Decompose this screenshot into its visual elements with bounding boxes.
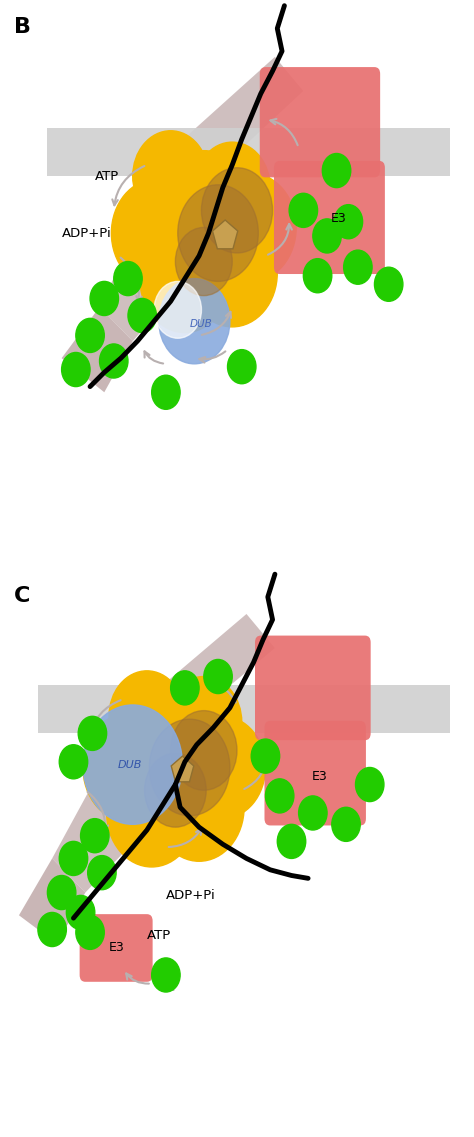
Polygon shape [100, 57, 303, 341]
Text: B: B [14, 17, 31, 38]
Circle shape [175, 227, 232, 296]
Circle shape [303, 258, 332, 292]
Circle shape [100, 343, 128, 377]
Circle shape [159, 279, 230, 364]
Polygon shape [62, 307, 133, 392]
Circle shape [152, 375, 180, 409]
Circle shape [180, 716, 265, 819]
Circle shape [109, 671, 185, 762]
Circle shape [90, 281, 118, 315]
Bar [38, 684, 450, 733]
Circle shape [204, 659, 232, 694]
Circle shape [78, 716, 107, 750]
Circle shape [149, 719, 230, 816]
Circle shape [265, 779, 294, 813]
Circle shape [277, 824, 306, 858]
FancyBboxPatch shape [264, 721, 366, 825]
Circle shape [171, 671, 199, 705]
Text: DUB: DUB [118, 760, 143, 770]
Circle shape [228, 350, 256, 383]
Polygon shape [52, 614, 275, 893]
Circle shape [47, 875, 76, 910]
Circle shape [83, 714, 173, 821]
Circle shape [114, 262, 142, 296]
Circle shape [334, 205, 363, 239]
Circle shape [289, 193, 318, 227]
Circle shape [251, 739, 280, 773]
Bar [47, 127, 450, 176]
Circle shape [194, 142, 270, 233]
Polygon shape [19, 858, 85, 944]
Text: E3: E3 [108, 941, 124, 954]
Circle shape [356, 767, 384, 802]
FancyBboxPatch shape [255, 636, 371, 740]
Circle shape [201, 167, 273, 254]
Text: ADP+Pi: ADP+Pi [62, 226, 111, 240]
Circle shape [152, 957, 180, 991]
Circle shape [171, 711, 237, 790]
Circle shape [88, 855, 116, 889]
Circle shape [166, 677, 242, 767]
Circle shape [111, 179, 201, 288]
Circle shape [178, 184, 258, 281]
Text: E3: E3 [331, 213, 347, 225]
FancyBboxPatch shape [80, 914, 153, 981]
Circle shape [154, 753, 244, 862]
Circle shape [154, 281, 201, 338]
Circle shape [344, 250, 372, 284]
Circle shape [59, 745, 88, 779]
Circle shape [133, 131, 209, 222]
Circle shape [322, 153, 351, 188]
Circle shape [76, 915, 104, 949]
FancyBboxPatch shape [260, 67, 380, 177]
Circle shape [66, 896, 95, 930]
Circle shape [187, 218, 277, 327]
Circle shape [149, 150, 258, 282]
Circle shape [38, 912, 66, 946]
Circle shape [313, 218, 341, 252]
Circle shape [332, 807, 360, 841]
Circle shape [76, 318, 104, 352]
Circle shape [128, 298, 156, 332]
Circle shape [62, 352, 90, 387]
Circle shape [145, 754, 206, 828]
Circle shape [81, 819, 109, 853]
Circle shape [299, 796, 327, 830]
FancyBboxPatch shape [274, 160, 385, 274]
Text: DUB: DUB [190, 319, 213, 329]
Text: ATP: ATP [147, 929, 171, 941]
Text: ATP: ATP [95, 169, 119, 183]
Text: C: C [14, 586, 31, 606]
Circle shape [118, 688, 223, 813]
Circle shape [374, 267, 403, 301]
Circle shape [206, 173, 296, 281]
Circle shape [140, 225, 230, 333]
Circle shape [83, 705, 182, 824]
Text: ADP+Pi: ADP+Pi [166, 889, 216, 902]
Circle shape [59, 841, 88, 875]
Text: E3: E3 [312, 770, 328, 782]
Circle shape [107, 760, 197, 866]
